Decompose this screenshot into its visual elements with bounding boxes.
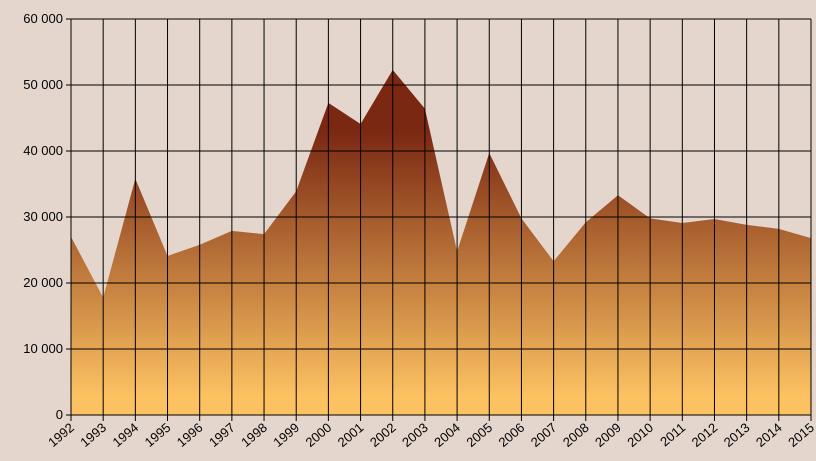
x-tick-label: 2006 [496, 420, 528, 450]
x-tick-label: 2008 [560, 420, 592, 450]
x-tick-label: 1997 [206, 420, 238, 450]
x-tick-label: 2014 [753, 420, 785, 450]
y-tick-label: 50 000 [23, 77, 63, 92]
x-tick-label: 2007 [528, 420, 560, 450]
x-tick-label: 2004 [431, 420, 463, 450]
x-tick-label: 1998 [238, 420, 270, 450]
x-tick-label: 2000 [303, 420, 335, 450]
x-tick-label: 2002 [367, 420, 399, 450]
y-tick-label: 40 000 [23, 143, 63, 158]
area [71, 69, 811, 415]
x-tick-label: 2009 [592, 420, 624, 450]
x-tick-label: 2011 [657, 420, 688, 449]
x-tick-label: 1996 [174, 420, 206, 450]
x-tick-label: 2003 [399, 420, 431, 450]
x-tick-label: 1994 [109, 420, 141, 450]
x-tick-label: 2015 [785, 420, 816, 450]
x-tick-label: 1995 [142, 420, 174, 450]
x-tick-label: 2005 [463, 420, 495, 450]
x-tick-label: 1992 [45, 420, 77, 450]
x-tick-label: 2013 [721, 420, 753, 450]
x-tick-label: 2012 [689, 420, 721, 450]
y-tick-label: 10 000 [23, 341, 63, 356]
y-tick-label: 60 000 [23, 11, 63, 26]
y-tick-label: 0 [56, 407, 63, 422]
x-tick-label: 2001 [335, 420, 367, 450]
x-tick-label: 1993 [77, 420, 109, 450]
y-tick-label: 30 000 [23, 209, 63, 224]
y-tick-label: 20 000 [23, 275, 63, 290]
x-tick-label: 1999 [270, 420, 302, 450]
x-tick-label: 2010 [624, 420, 656, 450]
